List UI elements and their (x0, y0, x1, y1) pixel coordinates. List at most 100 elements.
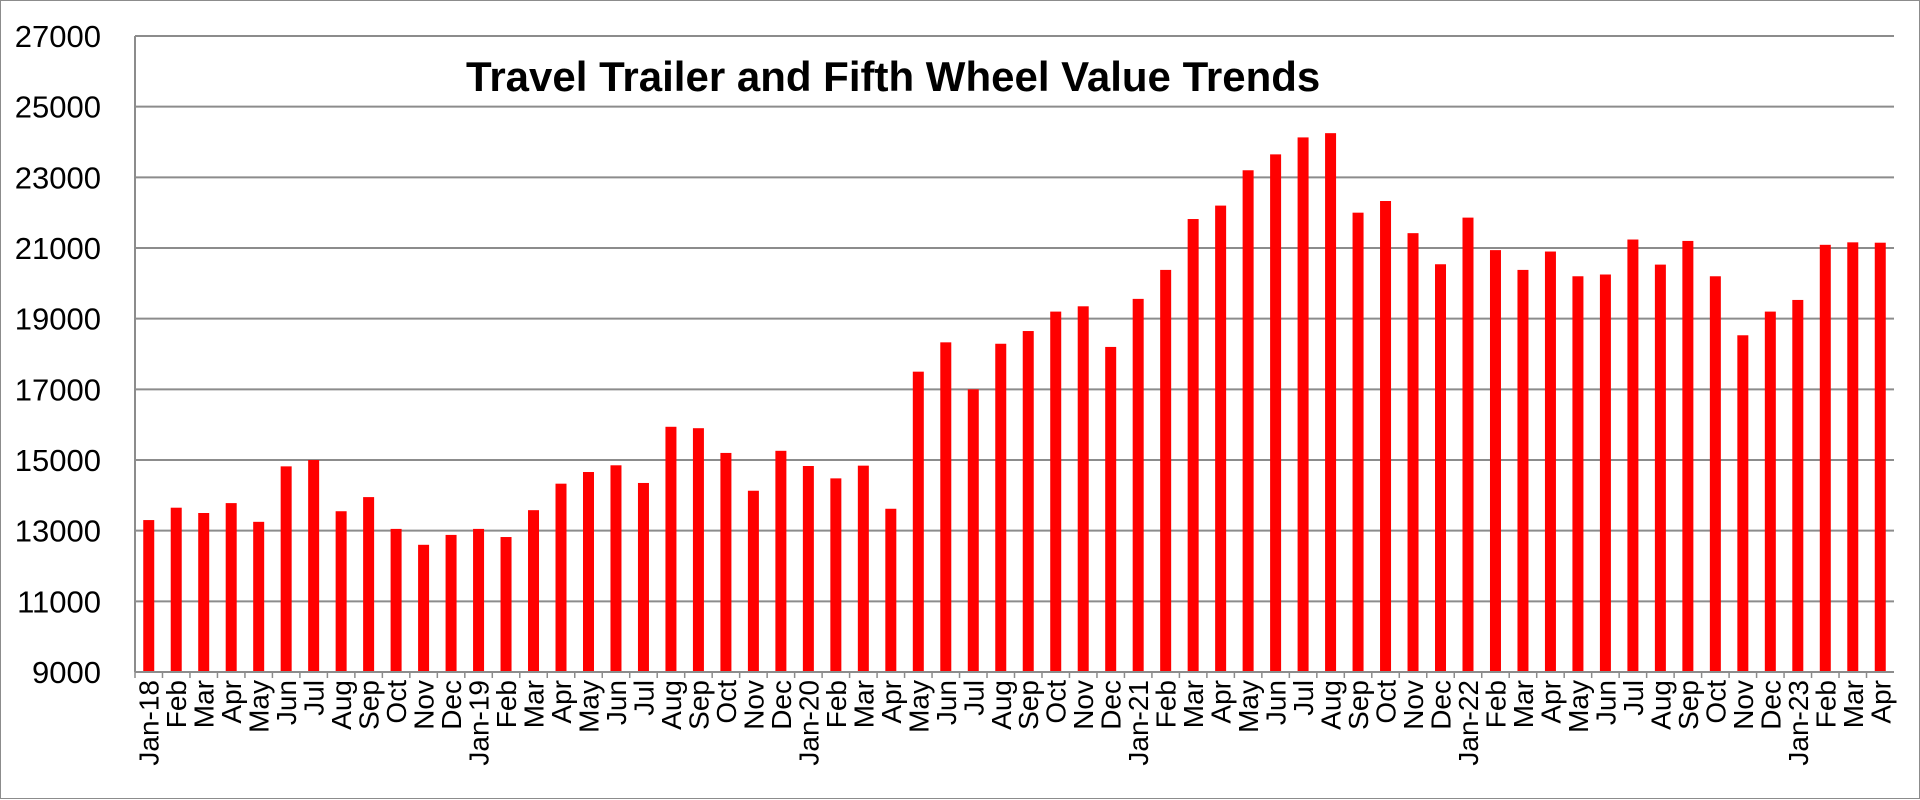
bar (1489, 250, 1501, 672)
x-tick-label: Dec (1426, 680, 1457, 730)
y-tick-label: 13000 (15, 514, 101, 549)
y-tick-label: 11000 (17, 584, 101, 619)
bar (1709, 276, 1721, 672)
x-tick-label: Jul (958, 680, 989, 716)
x-tick-label: Mar (848, 680, 879, 728)
bar (1819, 244, 1831, 672)
x-tick-label: Sep (1673, 680, 1704, 730)
x-tick-label: Aug (656, 680, 687, 730)
bar (637, 482, 649, 672)
x-tick-label: May (903, 680, 934, 733)
y-tick-label: 21000 (15, 231, 101, 266)
bar (500, 537, 512, 672)
bar (1407, 233, 1419, 672)
x-tick-label: Apr (1865, 680, 1896, 724)
x-tick-label: Nov (1068, 680, 1099, 730)
bar (280, 466, 292, 672)
x-tick-label: Feb (1151, 680, 1182, 728)
bar (582, 472, 594, 672)
bar (747, 490, 759, 672)
bar (170, 507, 182, 672)
x-tick-label: Jun (931, 680, 962, 725)
x-tick-label: Jan-20 (793, 680, 824, 766)
bar (1682, 240, 1694, 672)
bar (1380, 201, 1392, 673)
bar (885, 508, 897, 672)
bar (1297, 137, 1309, 672)
y-tick-label: 15000 (15, 443, 101, 478)
y-tick-label: 17000 (15, 372, 101, 407)
bar (1544, 251, 1556, 673)
x-tick-label: Nov (738, 680, 769, 730)
bars (143, 133, 1886, 673)
bar (665, 426, 677, 672)
bar (1270, 154, 1282, 672)
bar (802, 466, 814, 672)
x-tick-label: Apr (216, 680, 247, 724)
bar (418, 544, 430, 672)
x-tick-label: Feb (491, 680, 522, 728)
x-tick-label: Jun (271, 680, 302, 725)
y-tick-label: 19000 (15, 302, 101, 337)
x-tick-label: Nov (1728, 680, 1759, 730)
y-tick-labels: 9000 11000 13000 15000 17000 19000 21000 23000 2… (15, 19, 101, 690)
bar (1022, 331, 1034, 672)
x-tick-label: Feb (821, 680, 852, 728)
bar (692, 428, 704, 672)
bar (1654, 264, 1666, 672)
x-tick-label: Jan-18 (134, 680, 165, 766)
bar (1737, 335, 1749, 672)
x-tick-label: Feb (161, 680, 192, 728)
bar (775, 450, 787, 672)
bar (1792, 299, 1804, 672)
bar (1242, 170, 1254, 672)
bar (857, 465, 869, 672)
bar (143, 520, 155, 672)
bar (1517, 269, 1529, 672)
bar (610, 465, 622, 672)
bar (1187, 219, 1199, 672)
x-tick-label: Dec (1096, 680, 1127, 730)
x-tick-label: Aug (326, 680, 357, 730)
bar (1077, 306, 1089, 672)
bar (445, 534, 457, 672)
bar (225, 503, 237, 672)
bar (335, 511, 347, 672)
x-tick-label: Jan-21 (1123, 680, 1154, 766)
bar (1105, 346, 1117, 672)
bar (1325, 133, 1337, 672)
x-tick-label: Apr (1535, 680, 1566, 724)
y-tick-label: 9000 (32, 655, 101, 690)
x-tick-label: Sep (683, 680, 714, 730)
x-tick-label: Feb (1480, 680, 1511, 728)
x-tick-label: Jun (1261, 680, 1292, 725)
bar (1764, 311, 1776, 672)
bar (1435, 264, 1447, 672)
x-tick-label: Jul (628, 680, 659, 716)
x-tick-label: Oct (1371, 680, 1402, 724)
x-tick-label: Aug (986, 680, 1017, 730)
x-tick-label: Sep (1343, 680, 1374, 730)
x-tick-label: Sep (354, 680, 385, 730)
x-tick-label: Nov (1398, 680, 1429, 730)
x-tick-label: Jan-19 (464, 680, 495, 766)
bar (1462, 217, 1474, 672)
x-tick-label: Mar (1508, 680, 1539, 728)
x-tick-label: May (573, 680, 604, 733)
x-tick-label: Dec (436, 680, 467, 730)
chart-title: Travel Trailer and Fifth Wheel Value Tre… (466, 53, 1320, 100)
bar (528, 510, 540, 672)
bar (830, 478, 842, 672)
bar (473, 528, 485, 672)
bar (1132, 298, 1144, 672)
x-tick-label: Dec (1755, 680, 1786, 730)
x-tick-label: Apr (876, 680, 907, 724)
bar (1050, 311, 1062, 672)
bar (1627, 239, 1639, 672)
x-tick-label: Dec (766, 680, 797, 730)
bar (1160, 269, 1172, 672)
x-tick-label: Mar (189, 680, 220, 728)
bar (1599, 274, 1611, 672)
bar (1874, 242, 1886, 672)
